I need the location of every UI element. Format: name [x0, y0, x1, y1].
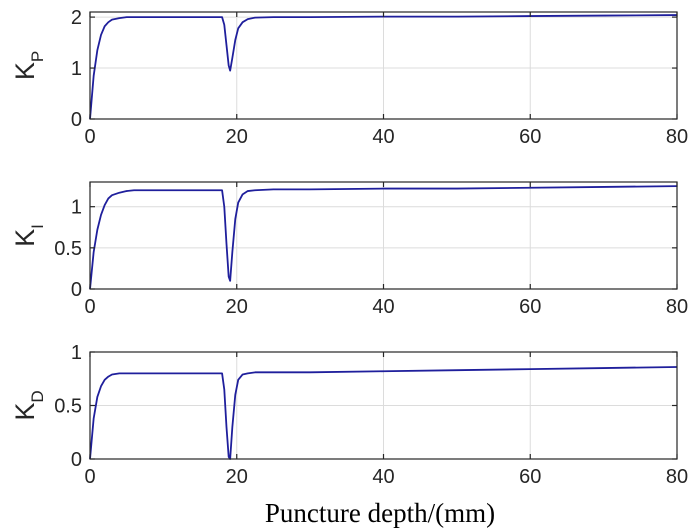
chart-panel-1: 0 20 40 60 80 0 0.5 1 KI: [10, 181, 688, 318]
series-line: [89, 14, 678, 120]
y-axis-label: KP: [10, 51, 47, 80]
y-tick-label: 1: [71, 197, 82, 219]
y-tick-label: 2: [71, 7, 82, 29]
y-tick-label: 0: [71, 279, 82, 301]
y-tick-label: 1: [71, 342, 82, 364]
y-tick-label: 0.5: [54, 238, 82, 260]
x-tick-label: 80: [666, 296, 688, 318]
x-tick-label: 60: [519, 126, 541, 148]
x-tick-label: 40: [372, 126, 394, 148]
chart-panel-2: 0 20 40 60 80 0 0.5 1 KD: [10, 342, 688, 488]
y-axis-label: KI: [10, 224, 47, 247]
x-tick-label: 80: [666, 126, 688, 148]
series-line: [89, 185, 678, 290]
x-tick-label: 0: [84, 126, 95, 148]
x-tick-label: 0: [84, 466, 95, 488]
x-axis-label: Puncture depth/(mm): [265, 498, 495, 528]
x-tick-label: 60: [519, 466, 541, 488]
x-tick-label: 40: [372, 466, 394, 488]
x-tick-label: 0: [84, 296, 95, 318]
y-tick-label: 0: [71, 449, 82, 471]
y-tick-label: 0: [71, 109, 82, 131]
y-tick-label: 1: [71, 58, 82, 80]
series-line: [89, 366, 678, 460]
x-tick-label: 60: [519, 296, 541, 318]
chart-panel-0: 0 20 40 60 80 0 1 2 KP: [10, 7, 688, 148]
y-tick-label: 0.5: [54, 396, 82, 418]
x-tick-label: 80: [666, 466, 688, 488]
x-tick-label: 20: [226, 296, 248, 318]
y-axis-label: KD: [10, 390, 47, 420]
x-tick-label: 40: [372, 296, 394, 318]
x-tick-label: 20: [226, 466, 248, 488]
x-tick-label: 20: [226, 126, 248, 148]
